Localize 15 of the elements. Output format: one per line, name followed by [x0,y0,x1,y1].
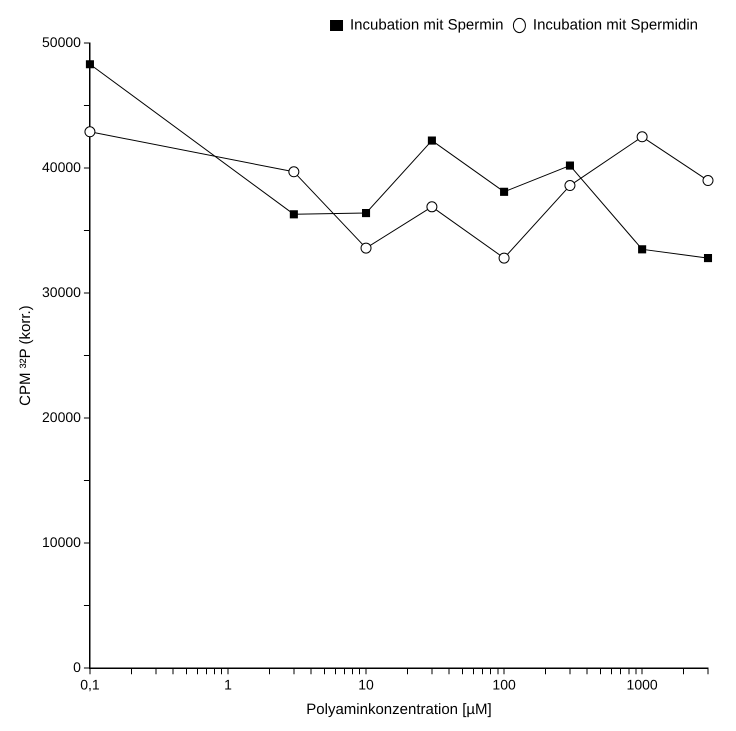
x-tick-label: 1000 [626,676,658,692]
y-tick-label: 30000 [42,284,82,300]
x-tick-label: 10 [358,676,374,692]
x-tick-label: 1 [224,676,232,692]
y-tick-label: 20000 [42,408,82,425]
x-tick-label: 0,1 [80,676,100,692]
y-tick-label: 50000 [42,34,82,50]
legend-label: Incubation mit Spermidin [532,16,698,34]
y-tick-label: 40000 [42,158,82,175]
x-axis-title: Polyaminkonzentration [µM] [306,701,492,718]
y-axis-title: CPM ³²P (korr.) [17,305,34,406]
legend-label: Incubation mit Spermin [350,16,504,34]
y-tick-label: 0 [73,659,82,676]
y-tick-label: 10000 [42,534,82,550]
x-tick-label: 100 [492,676,516,692]
